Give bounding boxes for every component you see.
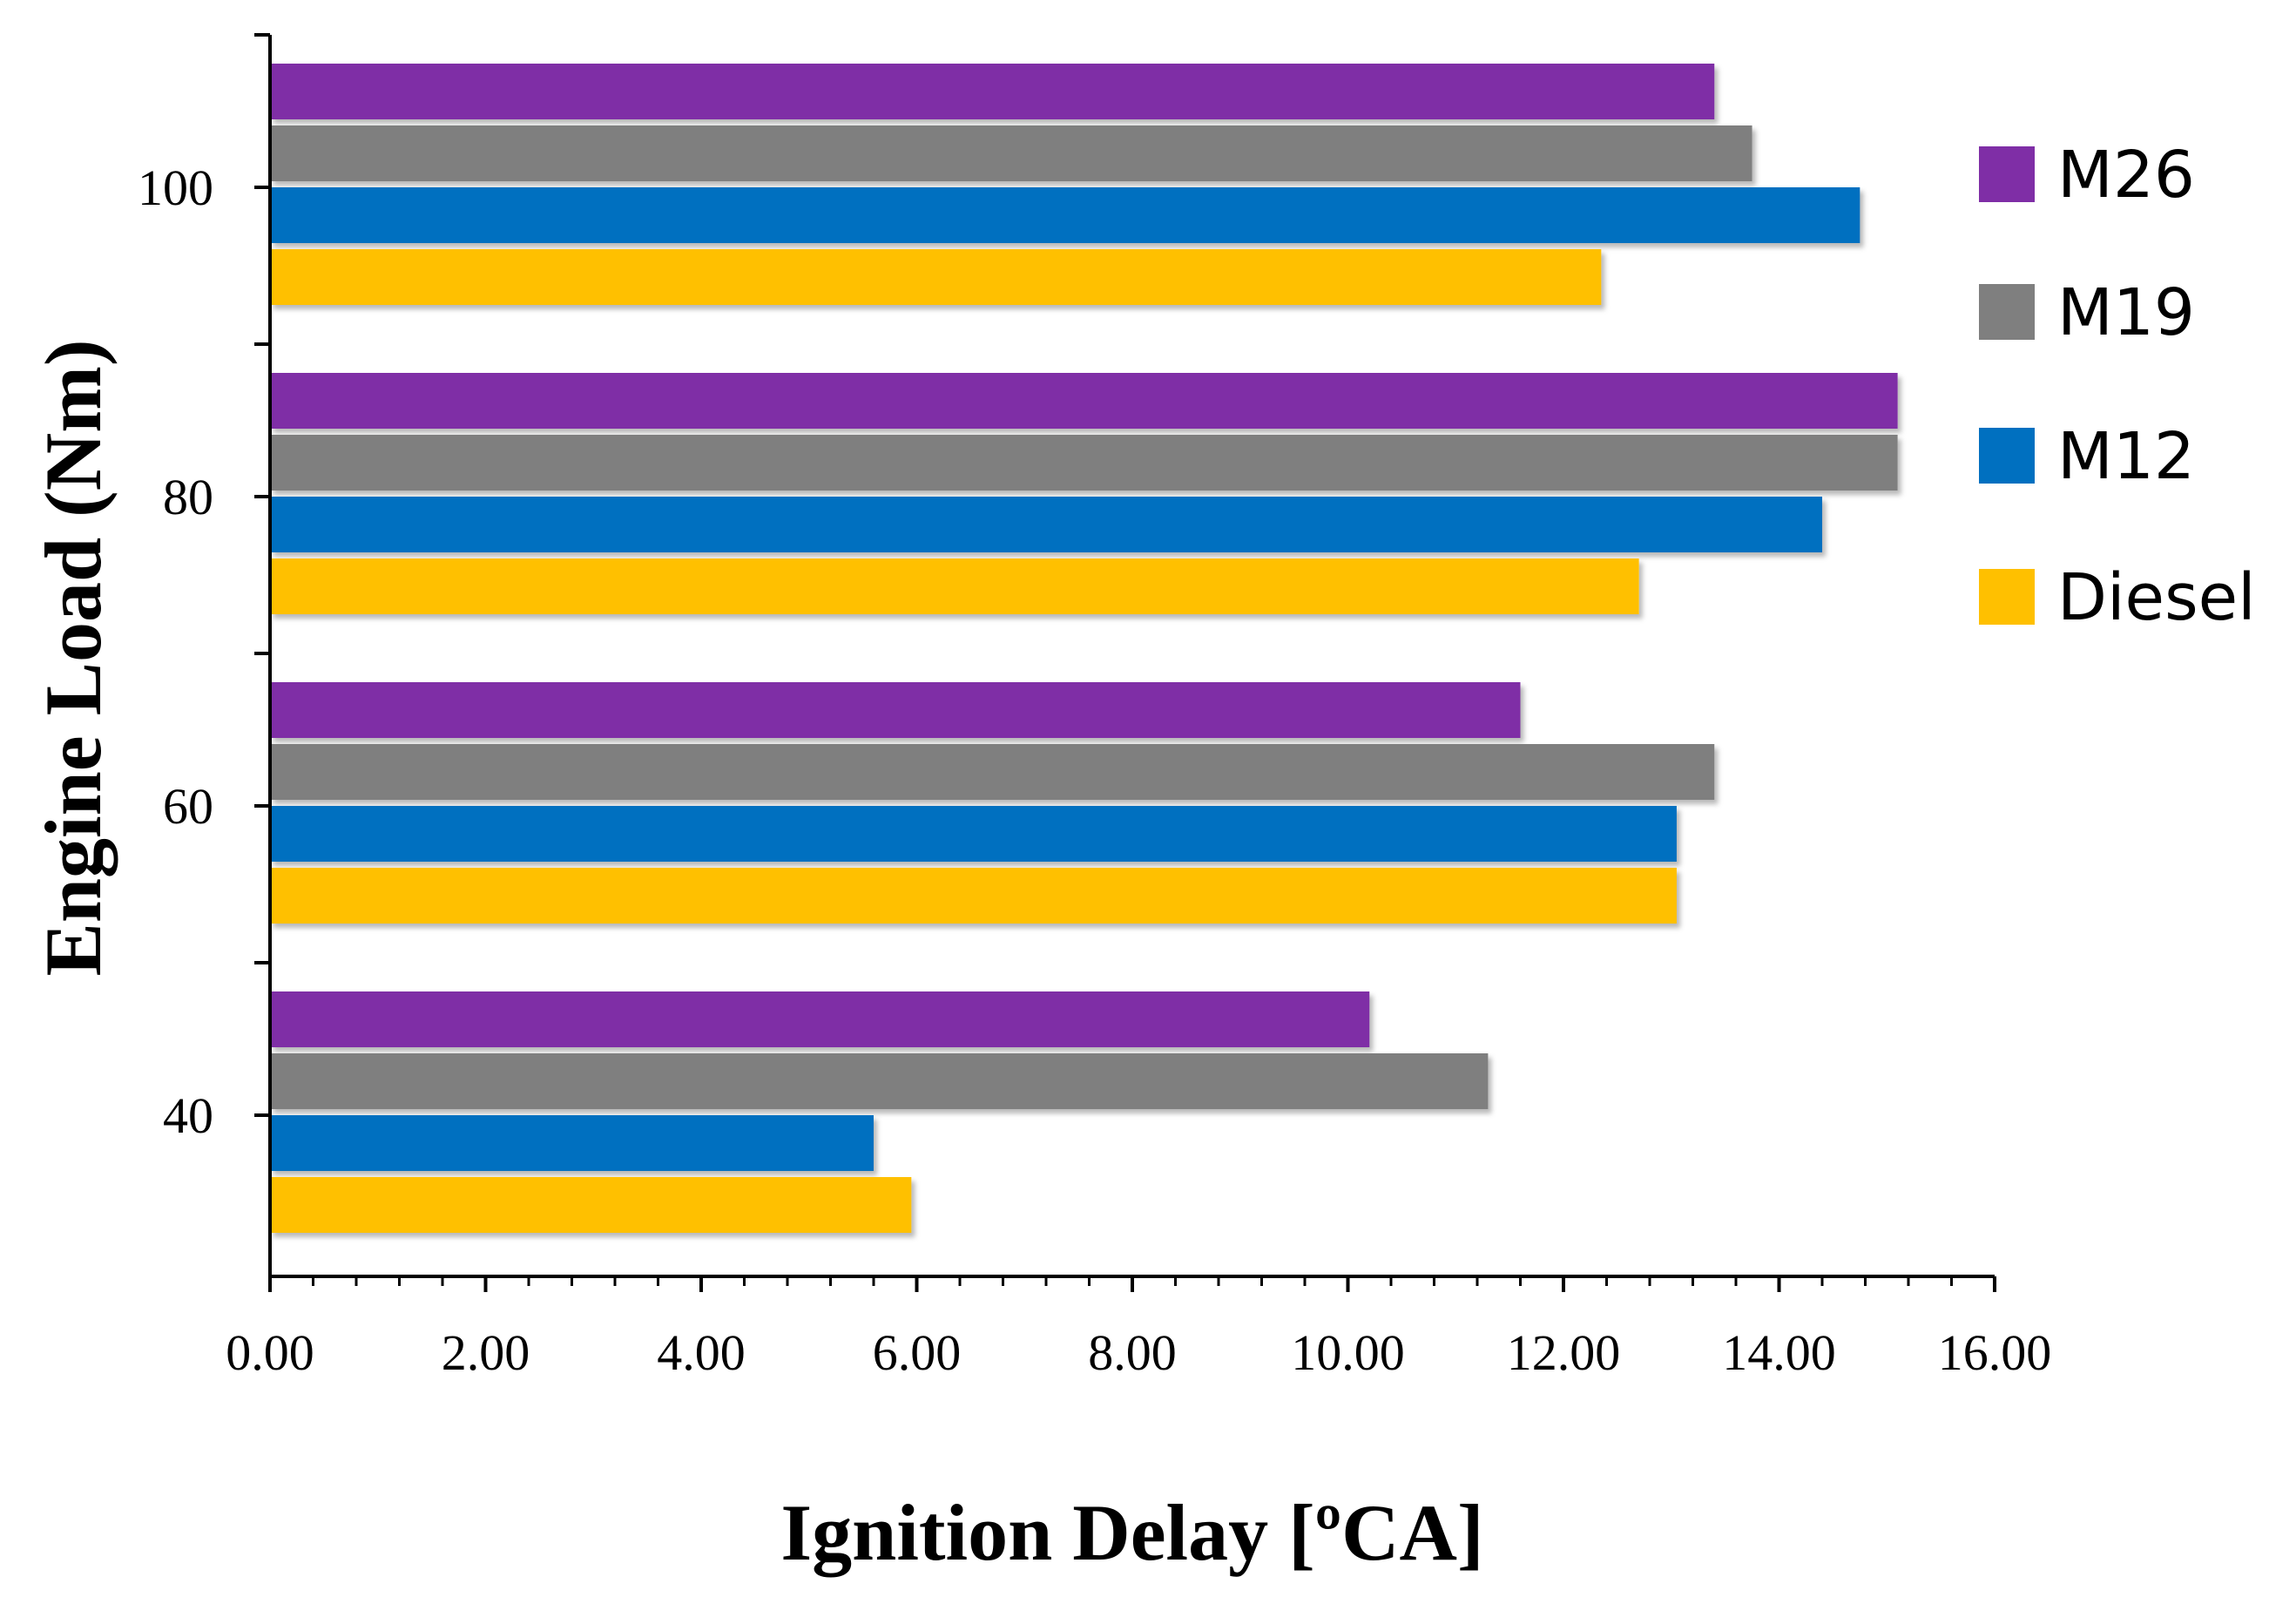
y-axis-title: Engine Load (Nm) (29, 340, 118, 977)
x-tick-label: 8.00 (1088, 1324, 1177, 1381)
bar-m19-40 (270, 1053, 1489, 1109)
bar-diesel-100 (270, 249, 1602, 305)
bar-diesel-60 (270, 868, 1677, 924)
x-tick-label: 10.00 (1291, 1324, 1405, 1381)
legend-label-m26: M26 (2057, 138, 2195, 213)
y-tick-label: 60 (163, 778, 213, 835)
x-tick-label: 4.00 (657, 1324, 746, 1381)
bar-diesel-40 (270, 1177, 912, 1233)
x-tick-label: 16.00 (1938, 1324, 2052, 1381)
bar-m12-40 (270, 1115, 874, 1171)
bar-m26-100 (270, 64, 1715, 119)
y-tick-label: 40 (163, 1087, 213, 1144)
y-ticks-group: 40 60 80 100 (138, 33, 270, 1144)
bar-m12-60 (270, 806, 1677, 862)
bar-m19-60 (270, 744, 1715, 800)
bar-m26-60 (270, 682, 1521, 738)
bar-m12-80 (270, 497, 1822, 552)
x-tick-label: 2.00 (442, 1324, 530, 1381)
legend: M26 M19 M12 Diesel (1979, 138, 2256, 635)
x-tick-label: 0.00 (226, 1324, 314, 1381)
y-tick-label: 100 (138, 159, 213, 216)
x-tick-label: 14.00 (1722, 1324, 1836, 1381)
legend-swatch-m19 (1979, 284, 2035, 340)
legend-swatch-m26 (1979, 146, 2035, 202)
x-ticks-group: 0.00 2.00 4.00 6.00 8.00 10.00 12.00 14.00 16.00 (226, 1276, 2051, 1381)
bar-m26-80 (270, 373, 1898, 429)
bar-m26-40 (270, 991, 1370, 1047)
legend-label-m12: M12 (2057, 419, 2195, 494)
x-axis-title: Ignition Delay [ºCA] (780, 1488, 1483, 1577)
legend-swatch-m12 (1979, 428, 2035, 484)
x-tick-label: 12.00 (1507, 1324, 1621, 1381)
legend-swatch-diesel (1979, 569, 2035, 625)
legend-label-m19: M19 (2057, 275, 2195, 350)
y-tick-label: 80 (163, 469, 213, 525)
bars-group (270, 64, 1898, 1233)
x-tick-label: 6.00 (873, 1324, 962, 1381)
bar-m19-100 (270, 125, 1752, 181)
bar-diesel-80 (270, 558, 1639, 614)
legend-label-diesel: Diesel (2057, 560, 2256, 635)
bar-m12-100 (270, 187, 1860, 243)
bar-m19-80 (270, 435, 1898, 491)
